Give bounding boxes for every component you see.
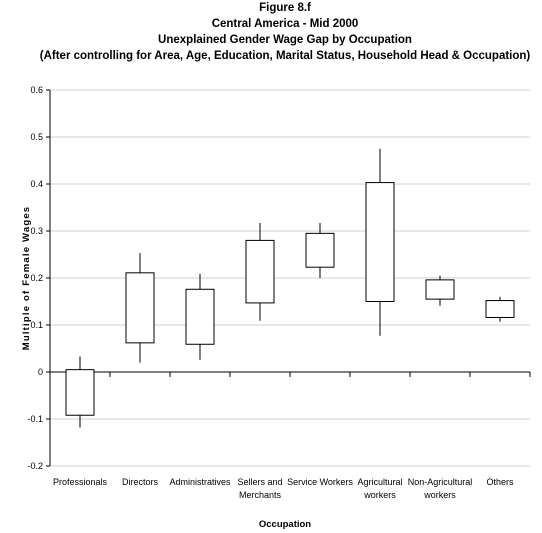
x-tick-label: Service Workers <box>287 477 353 487</box>
x-tick-label: Merchants <box>239 490 282 500</box>
y-tick-label: 0.5 <box>30 132 43 142</box>
box-body <box>245 239 275 304</box>
x-tick-label: Others <box>486 477 514 487</box>
y-tick-label: 0.3 <box>30 226 43 236</box>
y-tick-label: -0.1 <box>27 414 43 424</box>
x-tick-label: workers <box>423 490 456 500</box>
x-tick-label: workers <box>363 490 396 500</box>
box-body <box>185 288 215 345</box>
y-tick-labels: 0.6 0.5 0.4 0.3 0.2 0.1 0 -0.1 -0.2 <box>27 85 43 471</box>
x-tick-label: Non-Agricultural <box>408 477 473 487</box>
chart-title-line: Unexplained Gender Wage Gap by Occupatio… <box>158 34 412 46</box>
chart-title-line: (After controlling for Area, Age, Educat… <box>40 50 531 62</box>
box-body <box>485 300 515 318</box>
y-tick-label: 0.4 <box>30 179 43 189</box>
box-body <box>365 182 395 302</box>
y-tick-label: 0.2 <box>30 273 43 283</box>
x-axis-label: Occupation <box>259 519 311 530</box>
x-tick-label: Agricultural <box>357 477 402 487</box>
boxes <box>65 148 515 428</box>
chart-title-line: Figure 8.f <box>259 2 311 14</box>
y-tick-label: 0 <box>38 367 43 377</box>
x-tick-label: Sellers and <box>237 477 282 487</box>
chart-title: Figure 8.f Central America - Mid 2000 Unex… <box>40 2 531 62</box>
box-body <box>305 232 335 268</box>
x-tick-label: Directors <box>122 477 159 487</box>
y-tick-label: 0.1 <box>30 320 43 330</box>
x-tick-labels: Professionals Directors Administratives Sel… <box>53 477 514 500</box>
box-body <box>125 272 155 344</box>
x-tick-label: Professionals <box>53 477 108 487</box>
y-axis-label: Multiple of Female Wages <box>21 206 32 351</box>
chart-title-line: Central America - Mid 2000 <box>212 18 359 30</box>
y-tick-label: -0.2 <box>27 461 43 471</box>
box-body <box>65 369 95 416</box>
axes <box>46 89 531 467</box>
y-tick-label: 0.6 <box>30 85 43 95</box>
x-tick-label: Administratives <box>169 477 231 487</box>
box-body <box>425 279 455 300</box>
gridlines <box>50 89 530 467</box>
